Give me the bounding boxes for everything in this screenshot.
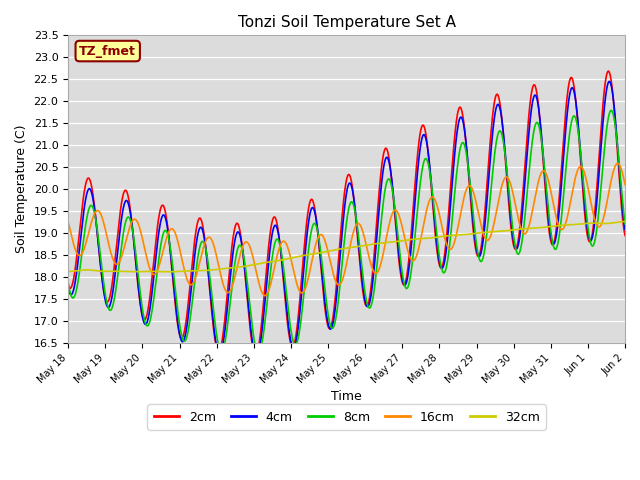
Y-axis label: Soil Temperature (C): Soil Temperature (C) (15, 125, 28, 253)
Title: Tonzi Soil Temperature Set A: Tonzi Soil Temperature Set A (237, 15, 456, 30)
Text: TZ_fmet: TZ_fmet (79, 45, 136, 58)
Legend: 2cm, 4cm, 8cm, 16cm, 32cm: 2cm, 4cm, 8cm, 16cm, 32cm (147, 404, 546, 430)
X-axis label: Time: Time (332, 390, 362, 403)
